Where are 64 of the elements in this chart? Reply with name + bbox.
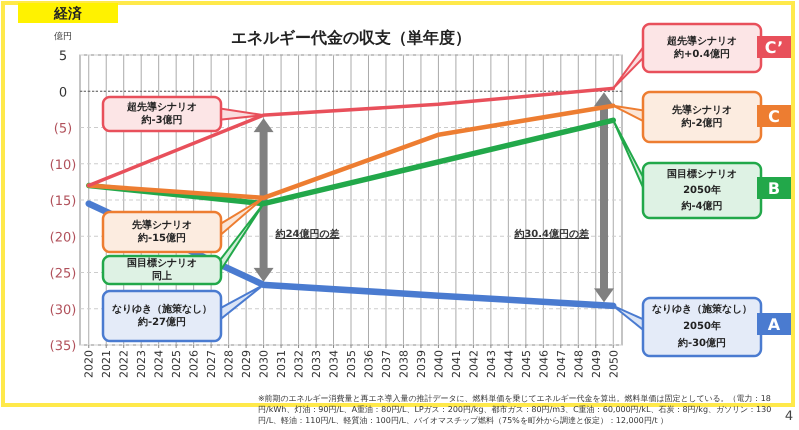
y-tick-label: (25) (50, 266, 76, 282)
x-tick-label: 2038 (397, 350, 410, 378)
x-tick-label: 2026 (188, 350, 201, 378)
x-tick-label: 2022 (118, 350, 131, 378)
x-tick-label: 2031 (275, 350, 288, 378)
x-tick-label: 2025 (170, 350, 184, 378)
x-tick-label: 2047 (554, 350, 568, 378)
y-tick-label: (5) (54, 122, 72, 136)
line-series (86, 86, 616, 188)
x-tick-label: 2050 (607, 350, 620, 378)
y-tick-label: 0 (58, 85, 68, 100)
x-tick-label: 2032 (292, 350, 306, 378)
text: 2050年 (682, 184, 722, 198)
annotation: 超先導シナリオ約-3億円 (126, 101, 198, 127)
text: 先導シナリオ約-2億円 (670, 104, 733, 130)
x-tick-label: 2033 (310, 350, 324, 378)
x-tick-label: 2037 (380, 350, 393, 378)
text: C (768, 107, 780, 126)
annotation: 国目標シナリオ同上 (126, 257, 198, 283)
text: 経済 (53, 5, 83, 22)
y-tick-label: (15) (50, 194, 76, 209)
y-tick-label: 5 (58, 49, 68, 64)
x-tick-label: 2036 (362, 350, 376, 378)
x-tick-label: 2028 (222, 350, 236, 378)
text: 2050年 (682, 320, 722, 334)
text: 国目標シナリオ (666, 168, 738, 180)
text: A (768, 315, 781, 334)
x-tick-label: 2044 (502, 350, 516, 378)
text: ※前期のエネルギー消費量と再エネ導入量の推計データに、燃料単価を乗じてエネルギー代金を算出。燃料単価は固定としている。（電力：18円/kWh、灯油：90円/L、A重油：80円/L、LPガス：200円/kg、都市ガス：80円/m3、C重油：60,000円/kL、石炭：8円/kg、ガソリン：130円/L、軽油：110円/L、軽質油：100円/L、バイオマスチップ燃料（75%を町外から調達と仮定）：12,000円/t ） (258, 394, 772, 425)
annotation: なりゆき（施策なし）約-27億円 (111, 303, 213, 329)
x-tick-label: 2035 (345, 350, 358, 378)
x-tick-label: 2043 (484, 350, 498, 378)
x-tick-label: 2023 (135, 350, 148, 378)
text: 超先導シナリオ約+0.4億円 (666, 35, 738, 61)
text: 約-4億円 (680, 200, 724, 214)
x-tick-label: 2029 (240, 350, 254, 378)
x-tick-label: 2021 (100, 350, 114, 378)
text: 約-30億円 (676, 336, 728, 350)
annotation: 約24億円の差 (274, 228, 340, 240)
y-tick-label: (10) (50, 158, 76, 173)
text: 4 (784, 409, 794, 424)
y-tick-label: (35) (50, 339, 76, 354)
text: B (768, 179, 780, 198)
text: なりゆき（施策なし） (651, 302, 753, 316)
annotation: 約30.4億円の差 (513, 228, 589, 240)
text: C’ (764, 38, 784, 57)
x-tick-label: 2048 (572, 350, 586, 378)
x-tick-label: 2027 (205, 350, 218, 378)
chart-title: エネルギー代金の収支（単年度） (231, 28, 471, 47)
y-tick-label: (30) (50, 302, 76, 318)
x-tick-label: 2046 (537, 350, 550, 378)
x-tick-label: 2049 (590, 350, 603, 378)
x-tick-label: 2040 (432, 350, 446, 378)
x-tick-label: 2034 (328, 350, 341, 378)
x-tick-label: 2045 (520, 350, 533, 378)
y-axis-title: 億円 (54, 31, 72, 42)
x-tick-label: 2039 (414, 350, 428, 378)
annotation: 先導シナリオ約-15億円 (130, 219, 193, 245)
x-tick-label: 2042 (467, 350, 480, 378)
x-tick-label: 2024 (152, 350, 166, 378)
y-tick-label: (20) (50, 230, 76, 246)
x-tick-label: 2041 (450, 350, 463, 378)
x-tick-label: 2020 (82, 350, 96, 378)
x-tick-label: 2030 (258, 350, 271, 378)
